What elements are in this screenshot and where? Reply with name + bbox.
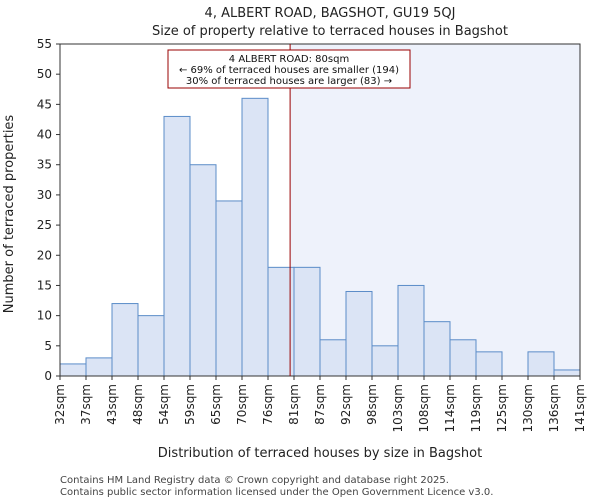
y-tick-label: 5 xyxy=(44,339,52,353)
annotation-line-1: 4 ALBERT ROAD: 80sqm xyxy=(229,54,349,65)
x-tick-label: 125sqm xyxy=(495,384,509,432)
bar-32sqm xyxy=(59,363,87,377)
y-tick-label: 55 xyxy=(37,37,52,51)
y-axis-label: Number of terraced properties xyxy=(2,115,17,314)
x-tick-label: 37sqm xyxy=(79,384,93,425)
bar-87sqm xyxy=(319,339,347,377)
bar-59sqm xyxy=(189,164,217,377)
x-tick-label: 119sqm xyxy=(469,384,483,432)
plot-frame xyxy=(59,43,581,377)
bar-48sqm xyxy=(137,315,165,377)
y-tick-label: 0 xyxy=(44,369,52,383)
x-tick-label: 59sqm xyxy=(183,384,197,425)
footer-line-2: Contains public sector information licen… xyxy=(60,487,493,498)
y-tick-label: 15 xyxy=(37,278,52,292)
x-tick-label: 103sqm xyxy=(391,384,405,432)
x-tick-label: 98sqm xyxy=(365,384,379,425)
bar-98sqm xyxy=(371,345,399,377)
y-tick-label: 20 xyxy=(37,248,52,262)
larger-region-highlight xyxy=(290,44,580,376)
annotation-line-3: 30% of terraced houses are larger (83) → xyxy=(186,76,392,87)
y-axis: 0 5 10 15 20 25 30 35 40 45 50 55 xyxy=(37,37,60,383)
chart-subtitle: Size of property relative to terraced ho… xyxy=(152,24,508,39)
x-tick-label: 114sqm xyxy=(443,384,457,432)
x-tick-label: 130sqm xyxy=(521,384,535,432)
x-tick-label: 43sqm xyxy=(105,384,119,425)
x-tick-label: 141sqm xyxy=(573,384,587,432)
bar-119sqm xyxy=(475,351,503,377)
bar-43sqm xyxy=(111,303,139,377)
bar-37sqm xyxy=(85,357,113,377)
x-tick-label: 108sqm xyxy=(417,384,431,432)
x-axis-label: Distribution of terraced houses by size … xyxy=(158,446,482,461)
x-tick-label: 87sqm xyxy=(313,384,327,425)
x-tick-label: 81sqm xyxy=(287,384,301,425)
y-tick-label: 30 xyxy=(37,188,52,202)
y-tick-label: 45 xyxy=(37,97,52,111)
y-tick-label: 35 xyxy=(37,158,52,172)
x-tick-label: 65sqm xyxy=(209,384,223,425)
x-tick-label: 70sqm xyxy=(235,384,249,425)
y-tick-label: 50 xyxy=(37,67,52,81)
bar-130sqm xyxy=(527,351,555,377)
footer-line-1: Contains HM Land Registry data © Crown c… xyxy=(60,475,449,486)
y-tick-label: 25 xyxy=(37,218,52,232)
bar-92sqm xyxy=(345,290,373,377)
bar-54sqm xyxy=(163,115,191,377)
bar-81sqm xyxy=(293,266,321,377)
bar-114sqm xyxy=(449,339,477,377)
chart-title: 4, ALBERT ROAD, BAGSHOT, GU19 5QJ xyxy=(205,6,456,21)
annotation-frame xyxy=(167,49,411,89)
x-tick-label: 92sqm xyxy=(339,384,353,425)
x-axis: 32sqm 37sqm 43sqm 48sqm 54sqm 59sqm 65sqm 70sqm… xyxy=(53,376,587,432)
y-tick-label: 10 xyxy=(37,309,52,323)
x-tick-label: 32sqm xyxy=(53,384,67,425)
bar-103sqm xyxy=(397,284,425,377)
annotation-box: 4 ALBERT ROAD: 80sqm ← 69% of terraced h… xyxy=(167,49,411,89)
bar-108sqm xyxy=(423,321,451,377)
annotation-line-2: ← 69% of terraced houses are smaller (19… xyxy=(179,65,399,76)
x-tick-label: 136sqm xyxy=(547,384,561,432)
y-tick-label: 40 xyxy=(37,128,52,142)
bar-136sqm xyxy=(553,369,581,377)
x-tick-label: 76sqm xyxy=(261,384,275,425)
bar-65sqm xyxy=(215,200,243,377)
x-tick-label: 48sqm xyxy=(131,384,145,425)
bar-70sqm xyxy=(241,97,269,377)
x-tick-label: 54sqm xyxy=(157,384,171,425)
